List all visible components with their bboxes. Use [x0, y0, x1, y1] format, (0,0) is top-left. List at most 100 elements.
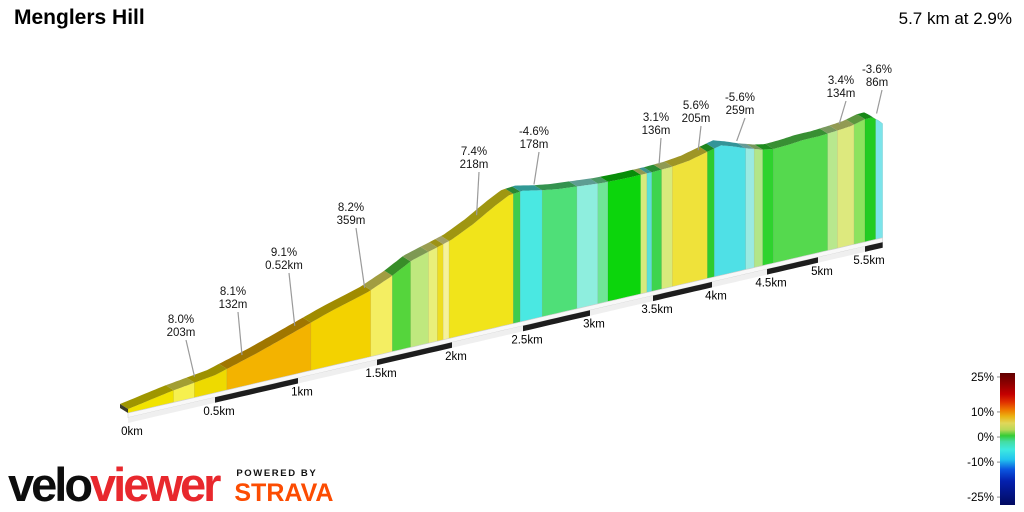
- distance-tick-label: 5.5km: [853, 255, 884, 267]
- ribbon-gradient-segments: [127, 117, 883, 414]
- annotation-leader-line: [185, 339, 196, 377]
- annotation-leader-line: [875, 89, 883, 114]
- segment-face: [428, 246, 438, 344]
- distance-tick-label: 3km: [583, 319, 605, 331]
- annotation-leader-line: [658, 137, 662, 165]
- road-dash-dark: [215, 378, 298, 403]
- veloviewer-wordmark[interactable]: veloviewer: [8, 461, 221, 508]
- annotation-leader-line: [475, 171, 480, 216]
- segment-face: [707, 148, 715, 279]
- annotation-length: 203m: [167, 327, 196, 339]
- distance-tick-label: 4.5km: [755, 278, 786, 290]
- distance-tick-label: 3.5km: [641, 304, 672, 316]
- annotation-length: 136m: [642, 125, 671, 137]
- logo-viewer-text: viewer: [90, 458, 221, 511]
- annotation-leader-line: [736, 117, 746, 142]
- annotation-leader-line: [838, 100, 847, 125]
- segment-face: [370, 275, 393, 357]
- segment-face: [864, 117, 876, 243]
- annotation-length: 134m: [827, 88, 856, 100]
- annotation-gradient: 3.1%: [643, 112, 669, 124]
- segment-face: [714, 145, 746, 278]
- distance-tick-label: 1.5km: [365, 368, 396, 380]
- strava-wordmark: STRAVA: [234, 478, 334, 507]
- road-dash-dark: [653, 281, 712, 302]
- segment-top-band: [420, 242, 438, 252]
- distance-tick-label: 2.5km: [511, 334, 542, 346]
- segment-top-band: [302, 285, 371, 323]
- road-baseline: [127, 237, 884, 423]
- road-dash-dark: [865, 242, 883, 252]
- segment-top-band: [534, 181, 577, 191]
- segment-face: [827, 130, 838, 251]
- annotation-leader-line: [355, 227, 366, 288]
- segment-face: [392, 260, 411, 352]
- annotation-length: 0.52km: [265, 260, 303, 272]
- segment-face: [651, 169, 662, 292]
- segment-top-band: [632, 168, 647, 175]
- segment-top-band: [706, 140, 746, 149]
- annotation-leader-line: [697, 125, 702, 151]
- road-dash-light: [590, 295, 653, 316]
- segment-face: [597, 181, 609, 305]
- annotation-gradient: 8.2%: [338, 202, 364, 214]
- segment-top-band: [120, 385, 174, 409]
- segment-top-band: [435, 236, 450, 245]
- climb-summary: 5.7 km at 2.9%: [898, 9, 1012, 28]
- annotation-leader-line: [237, 311, 243, 356]
- ribbon-start-cap: [120, 404, 128, 413]
- road-dash-dark: [377, 342, 452, 366]
- annotation-length: 178m: [520, 139, 549, 151]
- segment-top-band: [664, 146, 708, 167]
- segment-face: [753, 148, 763, 268]
- segment-face: [607, 174, 641, 302]
- segment-top-band: [638, 167, 652, 174]
- distance-tick-label: 2km: [445, 351, 467, 363]
- legend-colorbar: [1000, 373, 1015, 505]
- legend-label: -25%: [967, 492, 994, 504]
- annotation-gradient: -4.6%: [519, 126, 549, 138]
- annotation-leader-line: [288, 272, 296, 326]
- segment-face: [519, 189, 543, 323]
- segment-face: [661, 166, 673, 290]
- segment-face: [762, 148, 774, 266]
- segment-top-band: [429, 239, 444, 248]
- annotation-gradient: -5.6%: [725, 92, 755, 104]
- legend-label: 10%: [971, 407, 994, 419]
- segment-face: [410, 251, 429, 348]
- segment-face: [646, 171, 653, 293]
- distance-tick-label: 0km: [121, 426, 143, 438]
- distance-tick-label: 4km: [705, 290, 727, 302]
- road-dash-dark: [767, 257, 818, 275]
- annotation-gradient: 9.1%: [271, 247, 297, 259]
- logo-velo-text: velo: [8, 458, 93, 511]
- road-dash-light: [128, 397, 215, 423]
- segment-top-band: [505, 186, 521, 194]
- gradient-legend: 25% 10% 0% -10% -25%: [967, 372, 1015, 505]
- segment-top-band: [512, 185, 543, 192]
- segment-top-band: [568, 178, 598, 187]
- annotation-length: 218m: [460, 159, 489, 171]
- legend-label: 25%: [971, 372, 994, 384]
- segment-face: [773, 133, 828, 264]
- segment-top-band: [754, 143, 774, 150]
- segment-face: [513, 191, 521, 324]
- segment-top-band: [765, 128, 828, 149]
- segment-top-band: [846, 114, 865, 125]
- segment-top-band: [218, 317, 311, 369]
- ribbon-top-surface: [120, 112, 883, 413]
- annotation-leader-line: [533, 151, 540, 185]
- strava-attribution[interactable]: POWERED BY STRAVA: [234, 468, 333, 507]
- powered-by-label: POWERED BY: [236, 467, 318, 479]
- distance-tick-label: 0.5km: [203, 406, 234, 418]
- annotation-gradient: 7.4%: [461, 146, 487, 158]
- legend-label: -10%: [967, 457, 994, 469]
- segment-face: [837, 124, 855, 249]
- segment-face: [853, 118, 866, 245]
- segment-top-band: [186, 363, 227, 383]
- segment-top-band: [857, 112, 876, 120]
- segment-top-band: [384, 256, 411, 276]
- annotation-gradient: 8.1%: [220, 286, 246, 298]
- segment-face: [437, 243, 444, 342]
